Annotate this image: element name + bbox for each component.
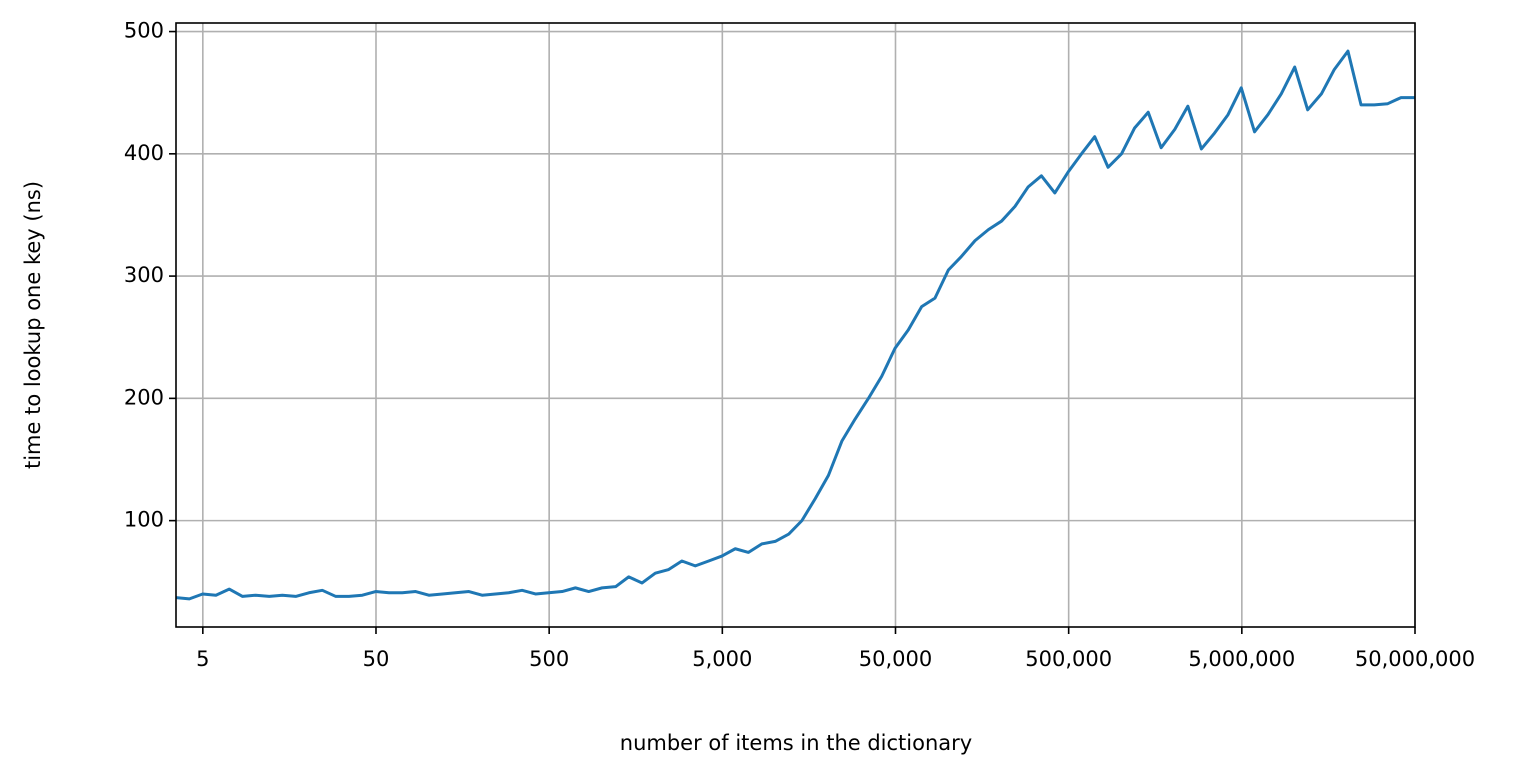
y-tick-label: 200 [124, 385, 164, 409]
x-tick-label: 5 [196, 647, 209, 671]
x-axis-label: number of items in the dictionary [620, 731, 972, 755]
x-tick-label: 500,000 [1025, 647, 1112, 671]
y-axis-label: time to lookup one key (ns) [21, 181, 45, 469]
plot-frame [175, 22, 1416, 628]
data-line [176, 49, 1415, 601]
y-tick-label: 400 [124, 141, 164, 165]
y-tick-label: 100 [124, 508, 164, 532]
x-tick-label: 50,000 [859, 647, 932, 671]
x-tick-label: 5,000,000 [1188, 647, 1295, 671]
x-tick-label: 50,000,000 [1355, 647, 1475, 671]
y-tick-label: 300 [124, 263, 164, 287]
y-tick-label: 500 [124, 19, 164, 43]
x-tick-label: 50 [363, 647, 390, 671]
x-tick-label: 500 [529, 647, 569, 671]
x-tick-label: 5,000 [692, 647, 752, 671]
